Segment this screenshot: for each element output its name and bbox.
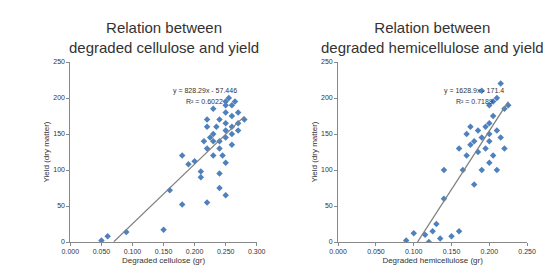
svg-text:Degraded cellulose (gr): Degraded cellulose (gr) [122,256,205,265]
svg-text:R² = 0.7189: R² = 0.7189 [456,98,493,105]
svg-text:y = 828.29x - 57.446: y = 828.29x - 57.446 [173,87,237,95]
svg-text:Degraded hemicellulose (gr): Degraded hemicellulose (gr) [382,256,483,265]
svg-text:0.200: 0.200 [481,248,499,255]
svg-text:0.000: 0.000 [62,248,80,255]
svg-text:Yield (dry matter): Yield (dry matter) [310,121,319,182]
svg-text:200: 200 [53,94,65,101]
svg-text:0.200: 0.200 [186,248,204,255]
svg-text:200: 200 [321,94,333,101]
svg-text:0.150: 0.150 [443,248,461,255]
svg-text:50: 50 [57,202,65,209]
svg-text:100: 100 [321,166,333,173]
svg-text:0.050: 0.050 [93,248,111,255]
svg-text:150: 150 [53,130,65,137]
svg-text:0.150: 0.150 [155,248,173,255]
svg-text:0.100: 0.100 [124,248,142,255]
svg-text:0.250: 0.250 [518,248,536,255]
svg-text:0.050: 0.050 [367,248,385,255]
svg-text:y = 1628.9x - 171.4: y = 1628.9x - 171.4 [444,87,504,95]
svg-text:Relation betweendegraded cellu: Relation betweendegraded cellulose and y… [69,19,259,56]
svg-text:R² = 0.6022: R² = 0.6022 [186,98,223,105]
svg-text:100: 100 [53,166,65,173]
svg-text:Relation betweendegraded hemic: Relation betweendegraded hemicellulose a… [321,19,543,56]
svg-text:250: 250 [321,58,333,65]
svg-text:0.100: 0.100 [405,248,423,255]
svg-text:0.000: 0.000 [329,248,347,255]
svg-text:150: 150 [321,130,333,137]
svg-text:0.250: 0.250 [217,248,235,255]
svg-text:0: 0 [61,238,65,245]
svg-text:Yield (dry matter): Yield (dry matter) [42,121,51,182]
svg-text:50: 50 [325,202,333,209]
svg-text:250: 250 [53,58,65,65]
svg-text:0: 0 [329,238,333,245]
svg-text:0.300: 0.300 [248,248,266,255]
